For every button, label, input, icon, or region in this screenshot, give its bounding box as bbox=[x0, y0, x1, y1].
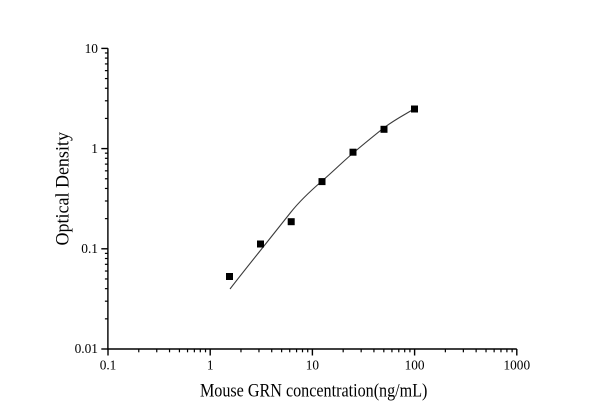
svg-text:Optical Density: Optical Density bbox=[52, 132, 73, 246]
svg-text:100: 100 bbox=[405, 357, 425, 372]
svg-text:0.01: 0.01 bbox=[75, 341, 98, 356]
svg-text:1000: 1000 bbox=[504, 357, 531, 372]
svg-text:0.1: 0.1 bbox=[100, 357, 117, 372]
svg-text:10: 10 bbox=[85, 41, 99, 56]
svg-text:Mouse GRN concentration(ng/mL): Mouse GRN concentration(ng/mL) bbox=[200, 380, 428, 401]
svg-text:1: 1 bbox=[207, 357, 214, 372]
svg-text:0.1: 0.1 bbox=[81, 241, 98, 256]
svg-text:1: 1 bbox=[91, 141, 98, 156]
svg-text:10: 10 bbox=[306, 357, 320, 372]
